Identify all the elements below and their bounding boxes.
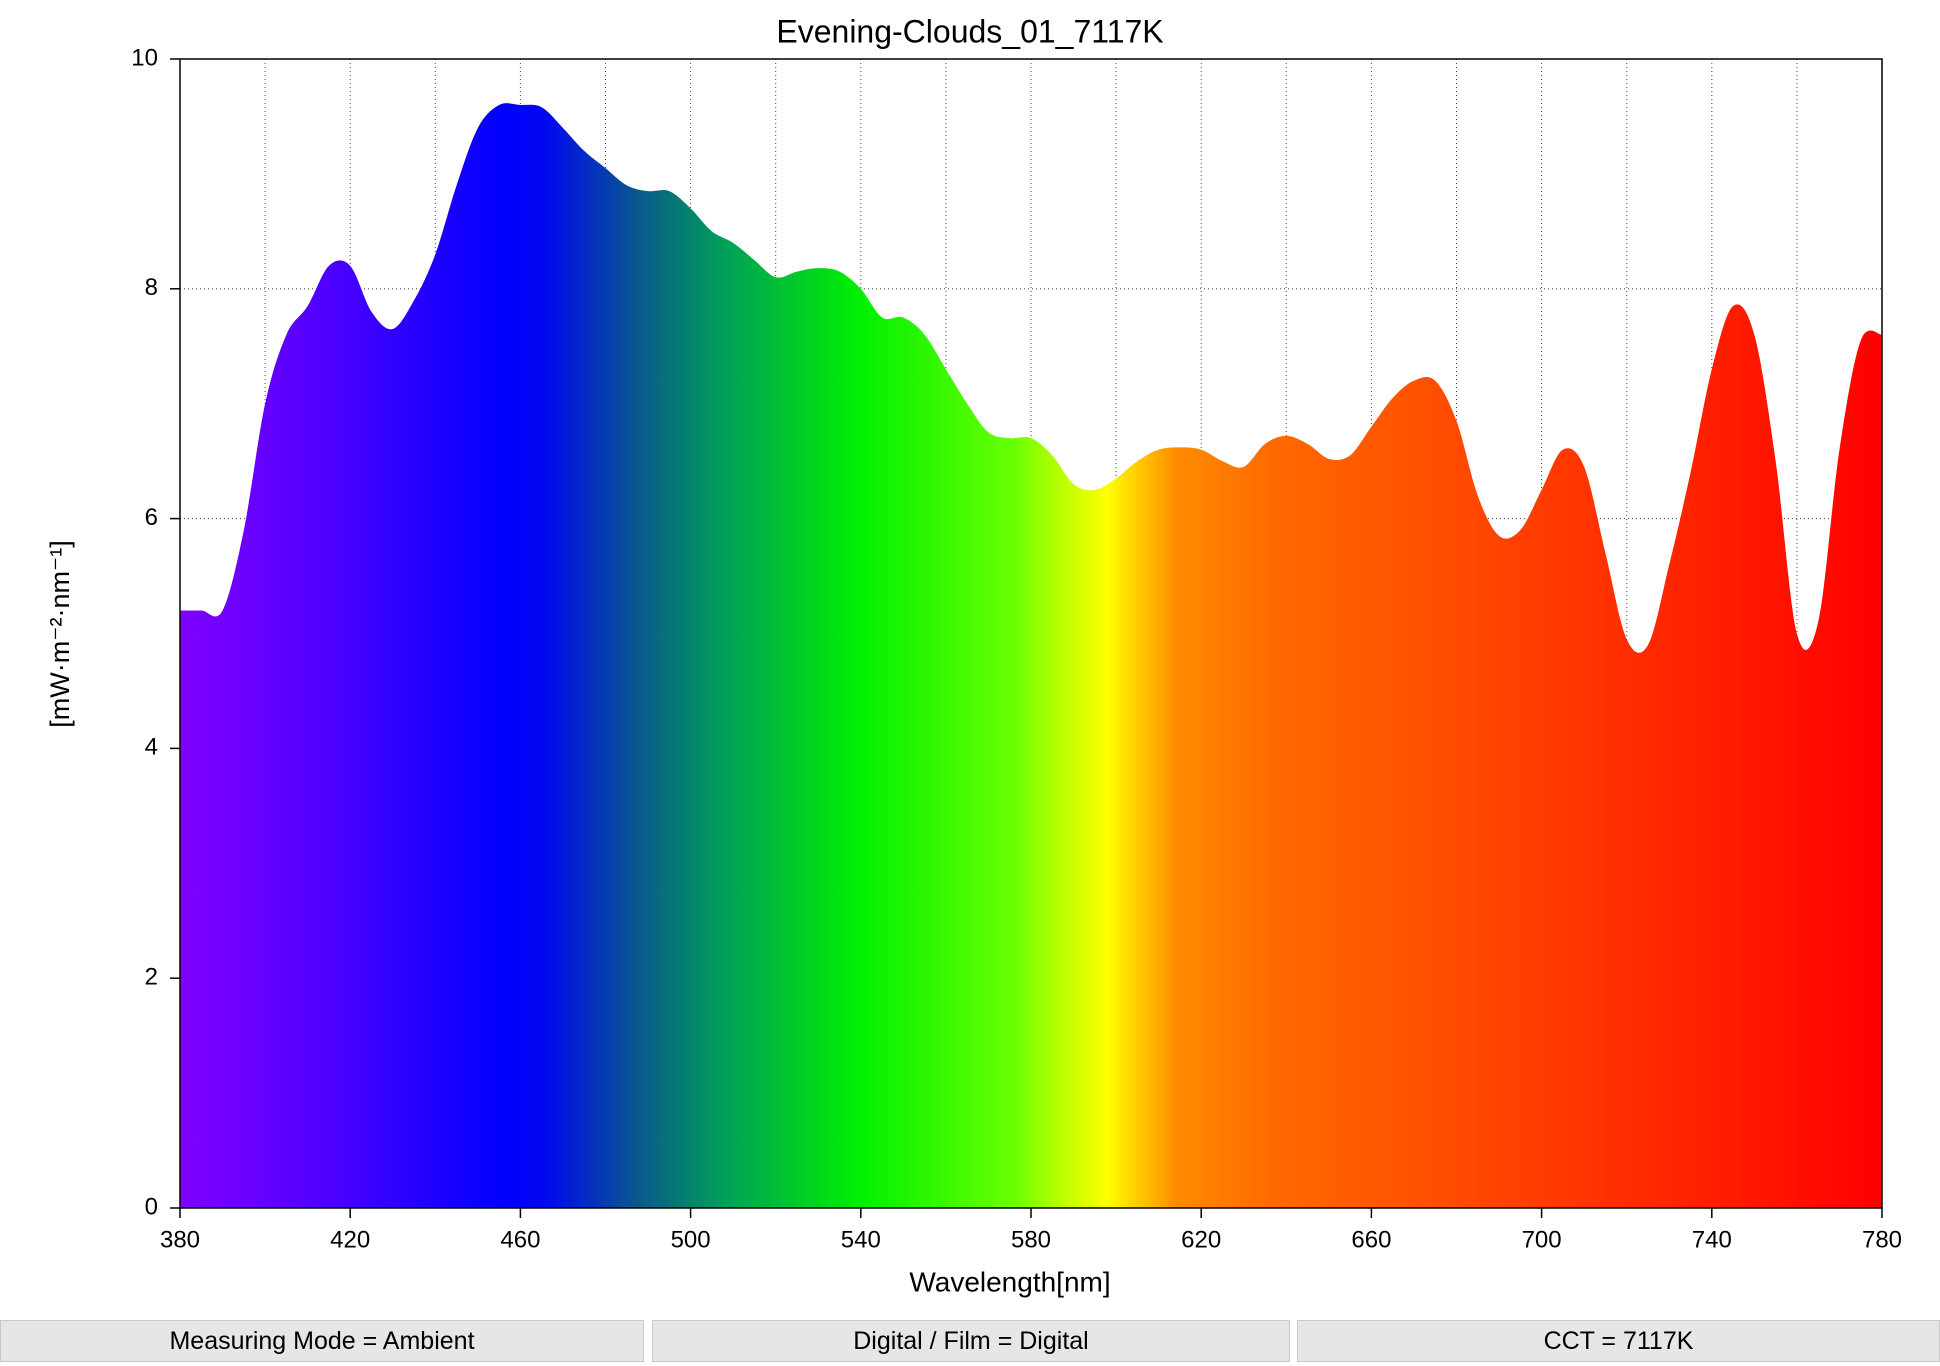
x-tick-label: 700 [1522, 1226, 1562, 1253]
y-tick-label: 4 [145, 734, 158, 761]
status-cct: CCT = 7117K [1297, 1320, 1940, 1362]
y-tick-label: 2 [145, 964, 158, 991]
y-tick-label: 8 [145, 274, 158, 301]
chart-title: Evening-Clouds_01_7117K [776, 13, 1163, 49]
x-tick-label: 580 [1011, 1226, 1051, 1253]
chart: Evening-Clouds_01_7117K Wavelength[nm] [… [45, 13, 1902, 1297]
y-axis-label: [mW·m⁻²·nm⁻¹] [45, 540, 75, 727]
y-tick-label: 0 [145, 1193, 158, 1220]
x-tick-label: 660 [1351, 1226, 1391, 1253]
x-tick-label: 460 [500, 1226, 540, 1253]
x-axis-label: Wavelength[nm] [909, 1266, 1110, 1297]
y-tick-label: 10 [131, 44, 158, 71]
status-mode: Measuring Mode = Ambient [0, 1320, 644, 1362]
x-tick-label: 620 [1181, 1226, 1221, 1253]
x-tick-label: 740 [1692, 1226, 1732, 1253]
status-film: Digital / Film = Digital [652, 1320, 1290, 1362]
x-tick-label: 500 [671, 1226, 711, 1253]
x-tick-label: 420 [330, 1226, 370, 1253]
y-tick-label: 6 [145, 504, 158, 531]
x-tick-label: 780 [1862, 1226, 1902, 1253]
spectrum-area [180, 103, 1882, 1208]
x-tick-label: 540 [841, 1226, 881, 1253]
x-tick-label: 380 [160, 1226, 200, 1253]
